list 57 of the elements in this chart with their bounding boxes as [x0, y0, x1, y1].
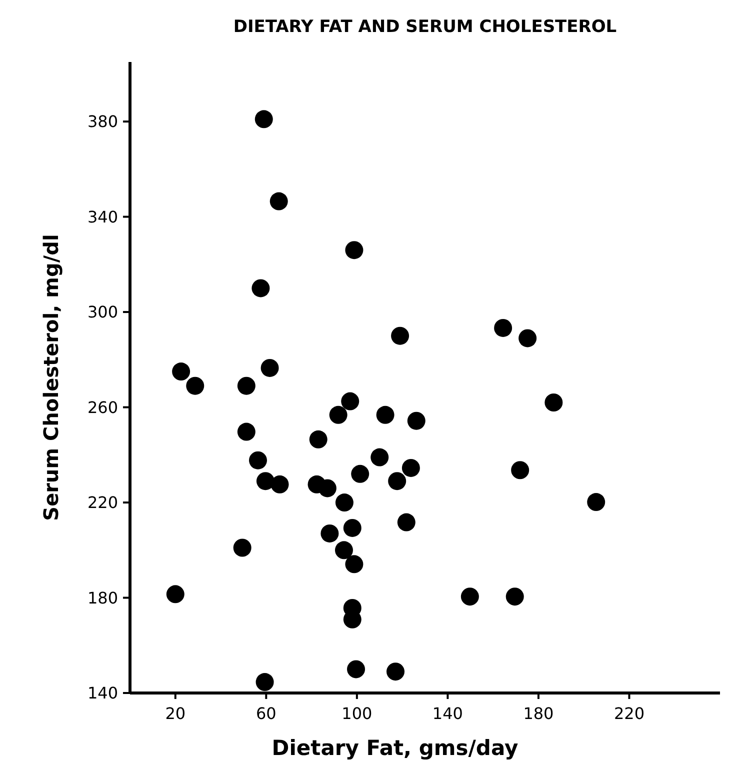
point: [186, 376, 204, 395]
y-tick-label: 260: [87, 398, 118, 417]
point: [320, 524, 339, 542]
point: [388, 472, 406, 490]
point: [343, 518, 362, 537]
point: [587, 493, 606, 512]
chart-title: DIETARY FAT AND SERUM CHOLESTEROL: [233, 17, 617, 37]
point: [511, 461, 530, 480]
point: [260, 358, 279, 377]
point: [254, 110, 273, 128]
point: [391, 326, 410, 345]
point: [270, 475, 289, 494]
point: [376, 406, 394, 424]
point: [347, 660, 366, 678]
y-tick-label: 220: [87, 493, 118, 512]
point: [270, 192, 288, 210]
point: [233, 538, 252, 557]
point: [335, 494, 354, 512]
y-axis-title: Serum Cholesterol, mg/dl: [39, 234, 63, 521]
y-tick-label: 180: [87, 588, 118, 608]
point: [329, 406, 348, 424]
point: [237, 376, 256, 395]
point: [318, 479, 336, 498]
point: [345, 555, 364, 574]
point: [494, 318, 512, 337]
point: [506, 588, 524, 606]
x-axis-title: Dietary Fat, gms/day: [272, 736, 518, 760]
point: [386, 662, 404, 681]
point: [345, 241, 364, 260]
y-tick-label: 300: [87, 302, 118, 322]
point: [518, 329, 537, 348]
point: [237, 422, 256, 441]
x-tick-label: 60: [256, 704, 276, 723]
x-tick-label: 180: [523, 704, 554, 723]
x-tick-label: 140: [432, 704, 463, 723]
y-tick-label: 340: [87, 207, 118, 226]
x-tick-label: 20: [165, 704, 186, 723]
point: [407, 412, 426, 430]
point: [397, 513, 416, 532]
x-tick-label: 220: [614, 704, 645, 723]
point: [252, 279, 270, 298]
y-tick-label: 380: [87, 112, 118, 132]
point: [544, 394, 563, 412]
point: [351, 464, 370, 483]
point: [166, 585, 184, 604]
point: [309, 430, 328, 448]
point: [460, 588, 479, 606]
point: [341, 392, 360, 410]
x-tick-label: 100: [342, 704, 372, 723]
y-tick-label: 140: [87, 684, 118, 703]
point: [256, 472, 274, 490]
point: [256, 673, 274, 692]
point: [334, 541, 353, 560]
point: [248, 451, 267, 470]
point: [370, 448, 389, 466]
point: [402, 458, 420, 477]
point: [172, 362, 190, 381]
